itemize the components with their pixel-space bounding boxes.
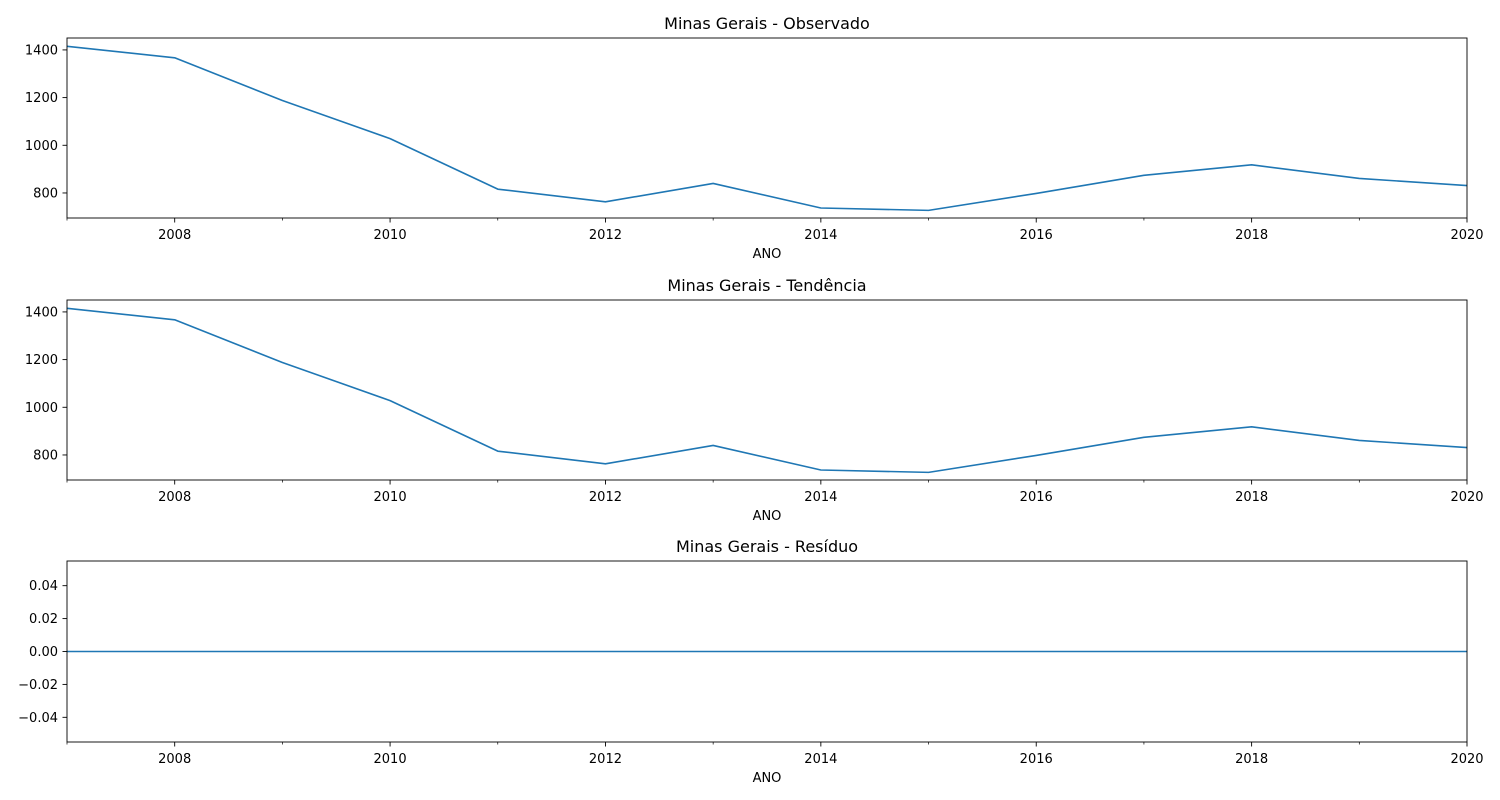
y-tick-label: 1000 [25,139,58,154]
x-tick-label: 2012 [589,752,622,767]
axes-frame [66,37,1468,219]
x-tick-label: 2020 [1450,752,1483,767]
x-tick-label: 2012 [589,490,622,505]
x-tick-label: 2014 [804,228,837,243]
y-tick-label: 800 [33,186,58,201]
x-tick-label: 2016 [1020,228,1053,243]
panel-title: Minas Gerais - Tendência [667,276,866,295]
y-tick-label: 1400 [25,43,58,58]
y-tick-label: 1200 [25,91,58,106]
x-axis-label: ANO [753,771,782,786]
y-tick-label: 0.02 [29,612,58,627]
x-tick-label: 2010 [374,228,407,243]
x-tick-label: 2018 [1235,752,1268,767]
y-tick-label: −0.02 [18,678,58,693]
x-tick-label: 2010 [374,752,407,767]
y-tick-label: 1400 [25,305,58,320]
x-axis-label: ANO [753,247,782,262]
x-tick-label: 2008 [158,228,191,243]
x-tick-label: 2018 [1235,228,1268,243]
series-line [67,307,1467,474]
y-tick-label: 1200 [25,353,58,368]
y-tick-label: 1000 [25,401,58,416]
x-tick-label: 2016 [1020,752,1053,767]
x-tick-label: 2016 [1020,490,1053,505]
x-tick-label: 2020 [1450,228,1483,243]
x-tick-label: 2014 [804,490,837,505]
x-tick-label: 2012 [589,228,622,243]
panel-1: Minas Gerais - Observado 2008 2010 2012 2014… [25,14,1484,262]
panel-3: Minas Gerais - Resíduo 2008 2010 2012 2014 20… [18,537,1483,786]
x-tick-label: 2018 [1235,490,1268,505]
axes-frame [66,299,1468,481]
panel-title: Minas Gerais - Observado [664,14,870,33]
y-tick-label: 800 [33,448,58,463]
x-tick-label: 2008 [158,490,191,505]
series-line [67,45,1467,212]
y-tick-label: 0.04 [29,579,58,594]
x-tick-label: 2020 [1450,490,1483,505]
x-tick-label: 2010 [374,490,407,505]
x-tick-label: 2008 [158,752,191,767]
y-tick-label: −0.04 [18,711,58,726]
panel-2: Minas Gerais - Tendência 2008 2010 2012 2014… [25,276,1484,524]
panel-title: Minas Gerais - Resíduo [676,537,858,556]
x-axis-label: ANO [753,509,782,524]
x-tick-label: 2014 [804,752,837,767]
y-tick-label: 0.00 [29,645,58,660]
